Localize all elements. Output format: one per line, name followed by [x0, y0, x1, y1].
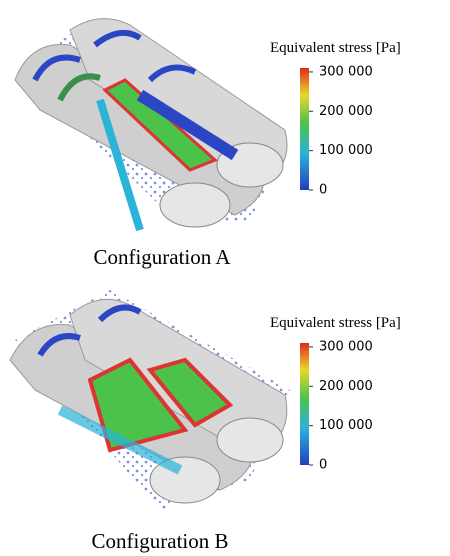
colorbar-title: Equivalent stress [Pa]: [270, 40, 401, 56]
tick-label: 300 000: [319, 339, 373, 354]
tick-label: 100 000: [319, 418, 373, 433]
colorbar-title: Equivalent stress [Pa]: [270, 315, 401, 331]
rendering-a: [14, 18, 290, 232]
tick-label: 300 000: [319, 64, 373, 79]
tick-label: 0: [319, 458, 327, 473]
caption: Configuration B: [91, 529, 228, 553]
tick-label: 200 000: [319, 104, 373, 119]
caption: Configuration A: [93, 245, 231, 269]
tick-label: 200 000: [319, 379, 373, 394]
tick-label: 100 000: [319, 143, 373, 158]
colorbar: [300, 343, 309, 465]
colorbar: [300, 68, 309, 190]
rendering-b: [9, 290, 290, 510]
tick-label: 0: [319, 183, 327, 198]
